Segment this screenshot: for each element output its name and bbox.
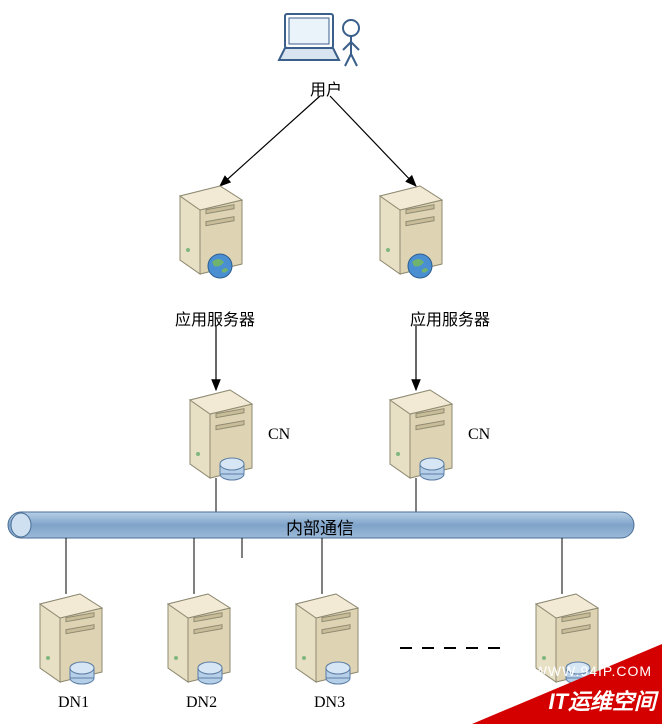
dn-server-3-icon (296, 594, 358, 684)
user-icon (279, 14, 359, 66)
bus-links-top (216, 478, 416, 512)
cn-server-1-icon (190, 390, 252, 480)
dn-server-2-label: DN2 (186, 694, 217, 712)
dn-server-2-icon (168, 594, 230, 684)
bus-links-bottom (66, 538, 562, 594)
cn-server-2-label: CN (468, 426, 490, 444)
bus-label: 内部通信 (286, 514, 354, 539)
diagram-svg (0, 0, 662, 724)
dn-server-1-icon (40, 594, 102, 684)
dn-server-1-label: DN1 (58, 694, 89, 712)
arrows (216, 96, 416, 390)
user-label: 用户 (310, 76, 342, 100)
watermark: WWW.94IP.COM IT运维空间 (472, 644, 662, 724)
dn-server-3-label: DN3 (314, 694, 345, 712)
watermark-url: WWW.94IP.COM (534, 663, 652, 679)
app-server-2-icon (380, 186, 442, 278)
app-server-1-icon (180, 186, 242, 278)
app-server-1-label: 应用服务器 (175, 306, 255, 330)
cn-server-2-icon (390, 390, 452, 480)
watermark-text: IT运维空间 (548, 684, 656, 716)
diagram-canvas: 用户 应用服务器 应用服务器 CN CN 内部通信 DN1 DN2 DN3 WW… (0, 0, 662, 724)
cn-server-1-label: CN (268, 426, 290, 444)
app-server-2-label: 应用服务器 (410, 306, 490, 330)
